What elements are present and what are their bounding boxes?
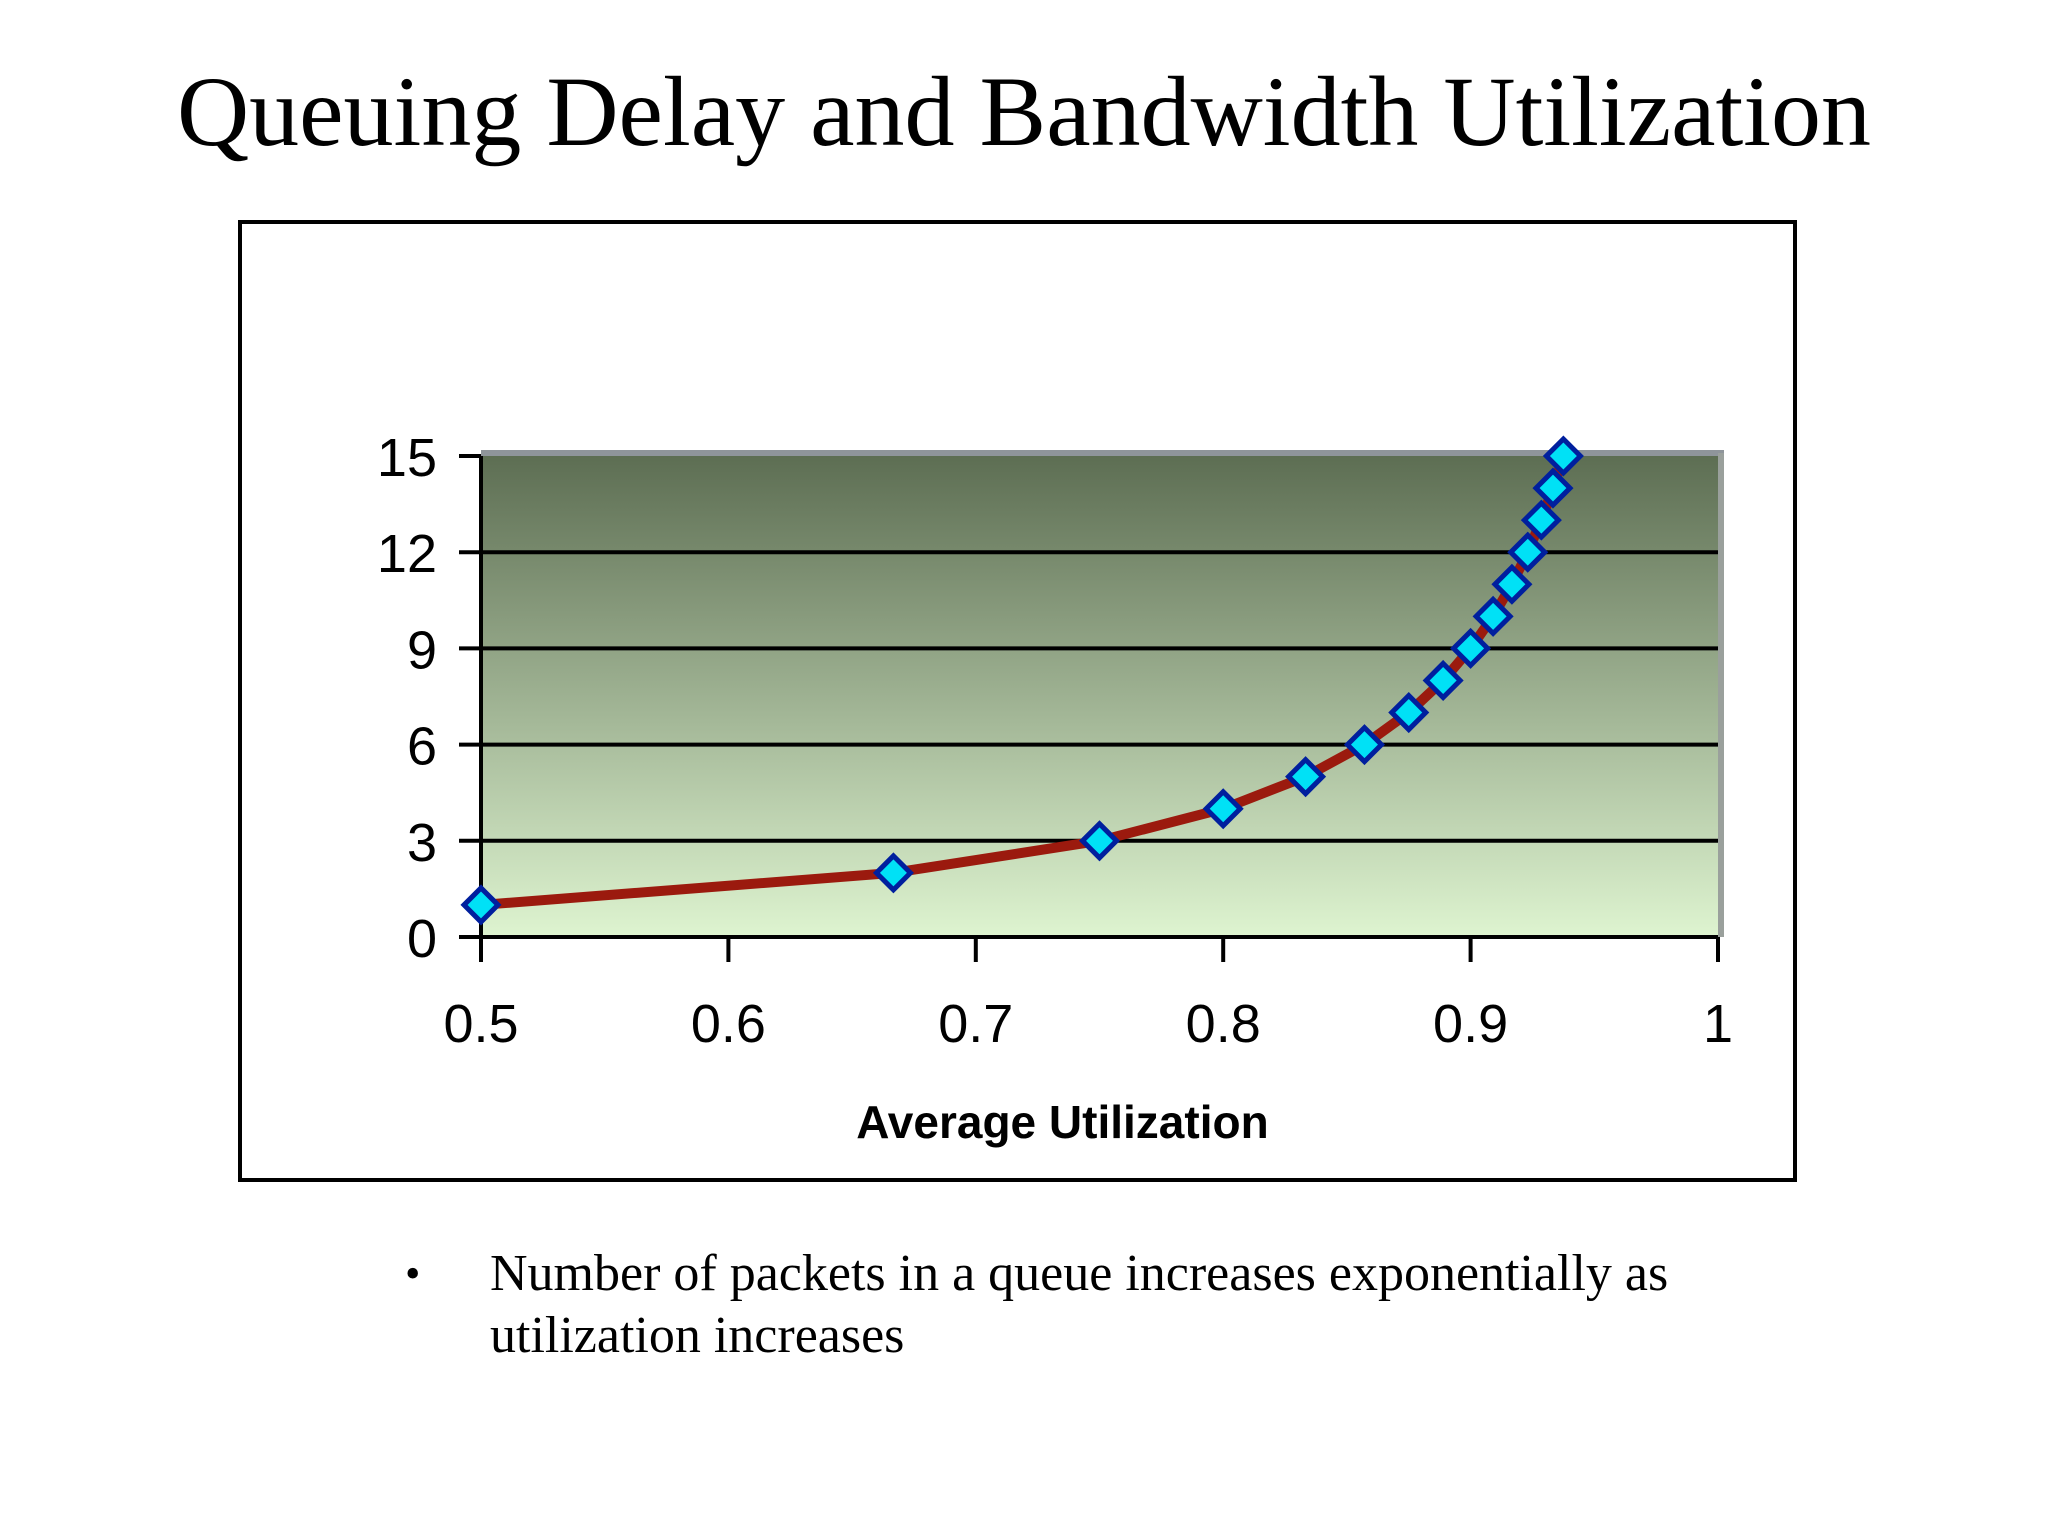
bullet-glyph: • (405, 1249, 421, 1298)
bullet-text-line-2: utilization increases (490, 1307, 905, 1364)
data-point-marker-x0.9375-y15 (1542, 435, 1584, 477)
x-tick-label-1: 1 (1703, 994, 1733, 1054)
data-point-marker-x0.8-y4 (1202, 788, 1244, 830)
bullet-item: • Number of packets in a queue increases… (405, 1243, 1805, 1367)
x-tick-label-0.5: 0.5 (443, 994, 518, 1054)
y-tick-label-15: 15 (377, 428, 437, 488)
data-point-marker-x0.8571-y6 (1343, 724, 1386, 766)
data-point-marker-x0.6667-y2 (872, 852, 914, 894)
data-point-marker-x0.875-y7 (1388, 691, 1430, 734)
data-point-marker-x0.9286-y13 (1520, 499, 1562, 541)
slide-title: Queuing Delay and Bandwidth Utilization (176, 56, 1872, 167)
y-tick-label-6: 6 (407, 717, 437, 777)
x-tick-label-0.9: 0.9 (1433, 994, 1508, 1054)
y-tick-label-9: 9 (407, 620, 437, 680)
y-tick-label-3: 3 (407, 813, 437, 873)
data-point-marker-x0.9231-y12 (1507, 531, 1549, 573)
data-point-marker-x0.8333-y5 (1285, 756, 1327, 798)
x-axis-title: Average Utilization (856, 1096, 1268, 1148)
x-tick-label-0.6: 0.6 (691, 994, 766, 1054)
data-point-marker-x0.9167-y11 (1491, 563, 1533, 605)
data-point-marker-x0.75-y3 (1078, 820, 1121, 862)
y-tick-label-12: 12 (377, 524, 437, 584)
bullet-text: Number of packets in a queue increases e… (490, 1243, 1668, 1367)
y-tick-label-0: 0 (407, 909, 437, 969)
x-tick-label-0.8: 0.8 (1186, 994, 1261, 1054)
data-point-marker-x0.9333-y14 (1532, 467, 1574, 509)
data-point-marker-x0.8889-y8 (1422, 659, 1464, 702)
data-point-marker-x0.5-y1 (460, 884, 502, 926)
bullet-text-line-1: Number of packets in a queue increases e… (490, 1245, 1669, 1302)
x-tick-label-0.7: 0.7 (938, 994, 1013, 1054)
data-point-marker-x0.9091-y10 (1472, 595, 1514, 637)
data-point-marker-x0.9-y9 (1450, 627, 1492, 669)
